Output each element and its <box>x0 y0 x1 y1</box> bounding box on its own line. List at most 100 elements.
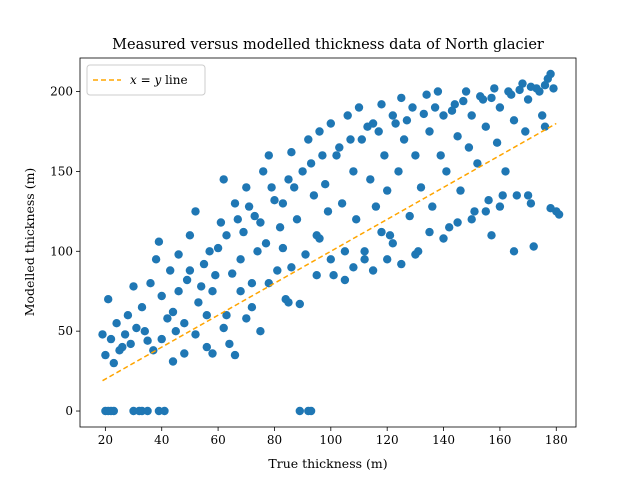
data-point <box>529 242 538 251</box>
data-point <box>509 116 519 125</box>
data-point <box>304 135 313 144</box>
data-point <box>385 231 395 240</box>
data-point <box>318 151 327 160</box>
data-point <box>253 247 262 256</box>
data-point <box>287 263 296 272</box>
data-point <box>512 191 521 200</box>
data-point <box>374 127 383 136</box>
x-tick-label: 160 <box>488 433 511 447</box>
data-point <box>481 207 490 216</box>
data-point <box>298 167 307 176</box>
legend-box <box>86 64 206 96</box>
data-point <box>315 127 324 136</box>
x-tick-label: 40 <box>154 433 169 447</box>
y-axis: 0 50 100 150 200 <box>50 85 80 418</box>
data-point <box>163 314 172 323</box>
data-point <box>481 122 490 131</box>
data-point <box>492 138 502 147</box>
y-tick-label: 0 <box>65 404 73 418</box>
legend: x = y line <box>86 64 206 96</box>
data-point <box>278 243 288 253</box>
data-point <box>366 175 375 184</box>
data-point <box>402 116 412 125</box>
data-point <box>377 227 386 237</box>
data-point <box>236 287 245 296</box>
data-point <box>425 227 434 237</box>
data-point <box>174 287 183 296</box>
data-point <box>157 334 166 344</box>
data-point <box>467 111 476 120</box>
data-point <box>295 299 304 309</box>
data-point <box>388 111 397 120</box>
data-point <box>306 406 316 416</box>
data-point <box>160 406 169 416</box>
data-point <box>433 87 443 96</box>
data-point <box>205 247 214 256</box>
data-point <box>185 266 195 275</box>
data-point <box>174 250 183 259</box>
data-point <box>230 199 240 208</box>
data-point <box>371 202 381 211</box>
data-point <box>166 266 175 275</box>
data-point <box>194 298 203 307</box>
data-point <box>439 234 448 243</box>
data-point <box>321 180 330 189</box>
data-point <box>484 196 493 205</box>
x-tick-label: 100 <box>319 433 342 447</box>
data-point <box>216 218 226 227</box>
data-point <box>425 127 434 136</box>
data-point <box>523 191 533 200</box>
data-point <box>208 349 217 358</box>
data-point <box>287 148 296 157</box>
data-point <box>219 175 228 184</box>
data-point <box>394 167 403 176</box>
data-point <box>453 218 462 227</box>
data-point <box>242 314 251 323</box>
data-point <box>137 303 147 312</box>
data-point <box>447 106 457 115</box>
chart-title: Measured versus modelled thickness data … <box>112 37 544 53</box>
data-point <box>112 319 121 328</box>
data-point <box>476 92 485 101</box>
data-point <box>349 263 358 272</box>
data-point <box>357 135 366 144</box>
data-point <box>123 311 133 320</box>
data-point <box>290 183 299 192</box>
data-point <box>329 271 338 280</box>
data-point <box>326 119 335 128</box>
data-point <box>278 199 288 208</box>
y-tick-label: 50 <box>58 324 73 338</box>
data-point <box>301 250 310 259</box>
data-point <box>104 295 113 304</box>
data-point <box>157 291 166 301</box>
data-point <box>521 127 530 136</box>
plot-frame <box>79 57 577 428</box>
data-point <box>225 339 234 349</box>
data-point <box>208 287 217 296</box>
data-point <box>354 103 364 112</box>
data-point <box>383 255 392 264</box>
data-point <box>337 199 347 208</box>
y-tick-label: 200 <box>50 85 73 99</box>
data-point <box>109 358 119 368</box>
data-point <box>109 406 119 416</box>
data-point <box>191 330 200 339</box>
data-point <box>487 231 496 240</box>
data-point <box>295 406 304 416</box>
data-point <box>405 211 414 221</box>
data-point <box>168 357 178 366</box>
data-point <box>397 259 406 269</box>
data-point <box>436 151 445 160</box>
data-point <box>490 84 499 93</box>
data-point <box>498 191 507 200</box>
data-point <box>182 275 192 285</box>
data-point <box>349 167 358 176</box>
y-tick-label: 150 <box>50 164 73 178</box>
x-axis-label: True thickness (m) <box>268 456 387 471</box>
data-point <box>98 330 107 339</box>
data-point <box>101 350 110 360</box>
data-point <box>408 103 417 112</box>
data-point <box>292 215 302 224</box>
xy-reference-line <box>102 122 557 382</box>
